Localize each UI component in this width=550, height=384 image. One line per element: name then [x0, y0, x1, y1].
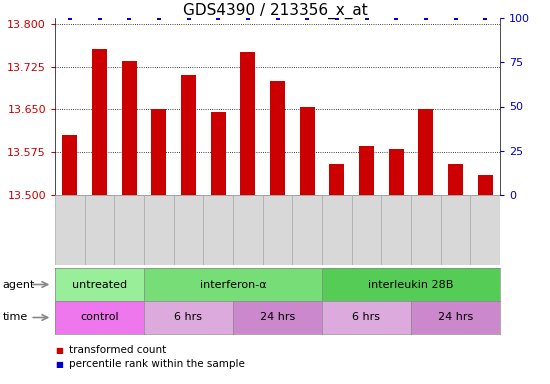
Text: untreated: untreated: [72, 280, 127, 290]
FancyBboxPatch shape: [411, 195, 441, 265]
Text: 24 hrs: 24 hrs: [260, 313, 295, 323]
Text: agent: agent: [3, 280, 35, 290]
FancyBboxPatch shape: [322, 195, 351, 265]
Text: transformed count: transformed count: [69, 345, 166, 355]
FancyBboxPatch shape: [233, 195, 263, 265]
FancyBboxPatch shape: [174, 195, 204, 265]
FancyBboxPatch shape: [470, 195, 500, 265]
Bar: [389, 149, 404, 195]
FancyBboxPatch shape: [381, 195, 411, 265]
FancyBboxPatch shape: [85, 195, 114, 265]
FancyBboxPatch shape: [441, 195, 470, 265]
Text: ■: ■: [55, 359, 63, 369]
Text: interferon-α: interferon-α: [200, 280, 266, 290]
FancyBboxPatch shape: [144, 195, 174, 265]
Bar: [240, 52, 255, 195]
Bar: [359, 146, 374, 195]
Text: 24 hrs: 24 hrs: [438, 313, 473, 323]
Text: percentile rank within the sample: percentile rank within the sample: [69, 359, 245, 369]
FancyBboxPatch shape: [55, 195, 85, 265]
Bar: [478, 175, 493, 195]
Text: interleukin 28B: interleukin 28B: [368, 280, 454, 290]
Bar: [329, 164, 344, 195]
Text: 6 hrs: 6 hrs: [353, 313, 381, 323]
Bar: [181, 75, 196, 195]
Bar: [151, 109, 166, 195]
Text: ■: ■: [55, 346, 63, 354]
FancyBboxPatch shape: [351, 195, 381, 265]
FancyBboxPatch shape: [293, 195, 322, 265]
Text: 6 hrs: 6 hrs: [174, 313, 202, 323]
Text: GDS4390 / 213356_x_at: GDS4390 / 213356_x_at: [183, 3, 367, 19]
Bar: [92, 50, 107, 195]
Text: control: control: [80, 313, 119, 323]
Bar: [211, 112, 226, 195]
FancyBboxPatch shape: [263, 195, 293, 265]
FancyBboxPatch shape: [114, 195, 144, 265]
FancyBboxPatch shape: [204, 195, 233, 265]
Bar: [122, 61, 136, 195]
Bar: [448, 164, 463, 195]
Text: time: time: [3, 313, 28, 323]
Bar: [419, 109, 433, 195]
Bar: [270, 81, 285, 195]
Bar: [62, 135, 77, 195]
Bar: [300, 106, 315, 195]
